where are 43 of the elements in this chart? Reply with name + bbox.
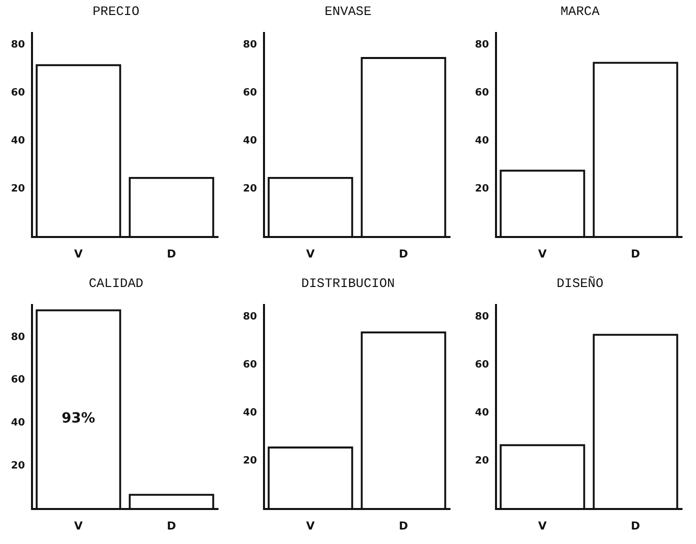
y-tick-label: 40	[474, 407, 489, 418]
y-tick-label: 20	[474, 455, 489, 466]
x-tick-label: D	[166, 519, 176, 532]
y-tick-label: 60	[242, 360, 257, 371]
y-tick-label: 40	[242, 407, 257, 418]
y-tick-label: 40	[10, 418, 25, 429]
y-tick-label: 60	[474, 360, 489, 371]
x-tick-label: V	[538, 247, 548, 260]
x-tick-label: V	[74, 519, 84, 532]
y-tick-label: 80	[474, 40, 489, 51]
y-tick-label: 20	[242, 455, 257, 466]
chart-title: DISEÑO	[556, 276, 604, 291]
y-tick-label: 80	[242, 40, 257, 51]
y-tick-label: 40	[10, 135, 25, 146]
y-tick-label: 60	[242, 88, 257, 99]
x-tick-label: D	[398, 519, 408, 532]
y-tick-label: 20	[242, 183, 257, 194]
chart-title: PRECIO	[92, 4, 140, 19]
x-tick-label: D	[630, 247, 640, 260]
data-label: 93%	[62, 410, 96, 427]
x-tick-label: D	[398, 247, 408, 260]
y-tick-label: 40	[242, 135, 257, 146]
y-tick-label: 80	[10, 40, 25, 51]
x-tick-label: D	[630, 519, 640, 532]
y-tick-label: 40	[474, 135, 489, 146]
x-tick-label: D	[166, 247, 176, 260]
y-tick-label: 20	[10, 183, 25, 194]
x-tick-label: V	[306, 247, 316, 260]
y-tick-label: 60	[474, 88, 489, 99]
y-tick-label: 80	[474, 312, 489, 323]
y-tick-label: 60	[10, 374, 25, 386]
y-tick-label: 80	[10, 332, 25, 343]
x-tick-label: V	[538, 519, 548, 532]
x-tick-label: V	[306, 519, 316, 532]
y-tick-label: 60	[10, 88, 25, 99]
chart-title: CALIDAD	[88, 276, 144, 291]
x-tick-label: V	[74, 247, 84, 260]
chart-title: MARCA	[559, 4, 600, 19]
y-tick-label: 20	[10, 460, 25, 472]
y-tick-label: 80	[242, 312, 257, 323]
y-tick-label: 20	[474, 183, 489, 194]
chart-title: ENVASE	[324, 4, 372, 19]
chart-title: DISTRIBUCION	[300, 276, 396, 291]
